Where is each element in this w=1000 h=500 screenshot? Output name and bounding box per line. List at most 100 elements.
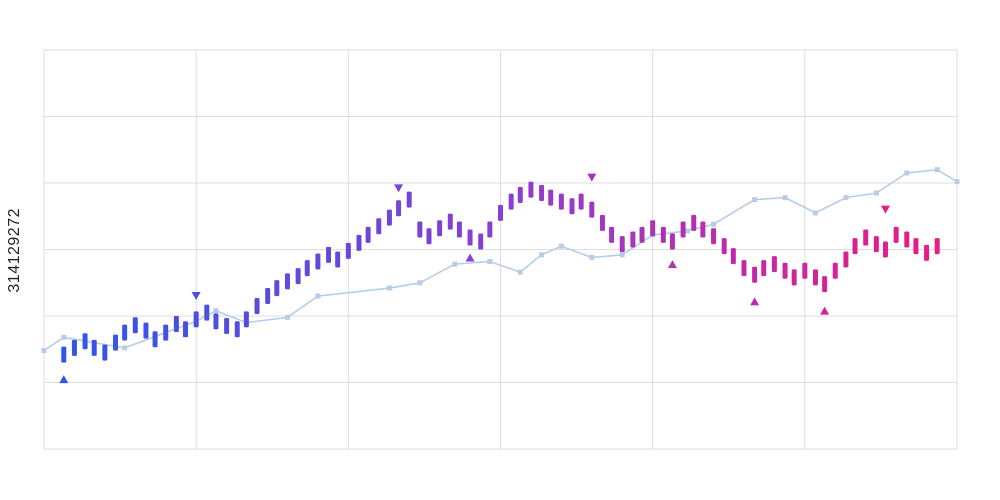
candle	[417, 221, 423, 238]
triangle-up-marker	[59, 375, 69, 384]
candle	[539, 184, 545, 201]
candle	[224, 317, 230, 334]
triangle-down-marker	[394, 184, 404, 193]
candle	[91, 339, 97, 356]
candle	[752, 266, 758, 283]
candle	[122, 324, 128, 341]
line-point	[122, 345, 128, 351]
candle	[630, 231, 636, 248]
candle	[517, 186, 523, 203]
candle	[904, 231, 910, 248]
candle	[832, 262, 838, 279]
candle	[771, 256, 777, 273]
candle	[589, 201, 595, 218]
candle	[599, 214, 605, 231]
candle	[761, 260, 767, 277]
candle	[913, 238, 919, 255]
candle	[284, 273, 290, 290]
line-point	[558, 243, 564, 249]
candle	[152, 331, 158, 348]
line-point	[619, 252, 625, 258]
candle	[456, 221, 462, 238]
candle	[609, 226, 615, 243]
price-line-series	[41, 167, 960, 354]
candle	[437, 220, 443, 237]
candle	[426, 228, 432, 245]
chart-grid	[43, 49, 958, 450]
candle	[802, 262, 808, 279]
candle	[578, 193, 584, 210]
candle	[822, 276, 828, 293]
candle	[243, 311, 249, 328]
candle	[924, 244, 930, 261]
line-point	[843, 195, 849, 201]
candle	[173, 315, 179, 332]
line-point	[812, 210, 818, 216]
candle	[265, 288, 271, 305]
candle	[61, 346, 67, 363]
line-point	[934, 167, 940, 173]
candle	[893, 226, 899, 243]
candle	[508, 193, 514, 210]
candle	[852, 238, 858, 255]
candle	[639, 226, 645, 243]
line-point	[284, 314, 290, 320]
candle	[315, 253, 321, 270]
line-point	[417, 280, 423, 286]
candle	[873, 236, 879, 253]
candle	[113, 334, 119, 351]
candle	[863, 229, 869, 246]
candle	[204, 304, 210, 321]
line-point	[711, 221, 717, 227]
candle	[711, 228, 717, 245]
candle	[691, 214, 697, 231]
candle	[528, 181, 534, 198]
candlestick-series	[61, 181, 940, 363]
candle	[71, 339, 77, 356]
line-point	[873, 190, 879, 196]
line-point	[685, 228, 691, 234]
candle	[213, 313, 219, 330]
candle	[569, 198, 575, 215]
candle	[498, 204, 503, 221]
candle	[365, 226, 371, 243]
candle	[335, 251, 341, 268]
line-point	[452, 261, 458, 267]
candle	[791, 269, 797, 286]
candle	[619, 236, 625, 253]
candle	[345, 242, 351, 259]
triangle-down-marker	[880, 205, 890, 214]
candle	[669, 233, 675, 250]
triangle-down-marker	[587, 173, 597, 182]
candle	[812, 269, 818, 286]
price-line	[43, 168, 958, 352]
line-point	[904, 170, 910, 176]
triangle-up-marker	[667, 260, 677, 269]
candle	[356, 234, 362, 251]
triangle-up-marker	[465, 253, 475, 262]
candle	[843, 251, 849, 268]
candle	[376, 218, 382, 235]
candle	[396, 200, 402, 217]
candle	[254, 298, 260, 315]
signal-markers	[59, 173, 890, 384]
candle	[782, 262, 788, 279]
candle	[700, 221, 706, 238]
candle	[487, 221, 493, 238]
candle	[730, 248, 736, 265]
triangle-up-marker	[750, 297, 760, 306]
candle	[447, 213, 453, 230]
line-point	[61, 334, 67, 340]
candle	[558, 193, 564, 210]
line-point	[487, 258, 493, 264]
candle	[721, 238, 727, 255]
candle	[934, 238, 940, 255]
line-point	[213, 308, 219, 314]
stock-id-watermark: 314129272	[2, 0, 28, 500]
triangle-down-marker	[191, 292, 201, 301]
candle	[386, 209, 392, 226]
candle	[274, 280, 280, 297]
candle	[304, 260, 310, 277]
candle	[548, 189, 554, 206]
